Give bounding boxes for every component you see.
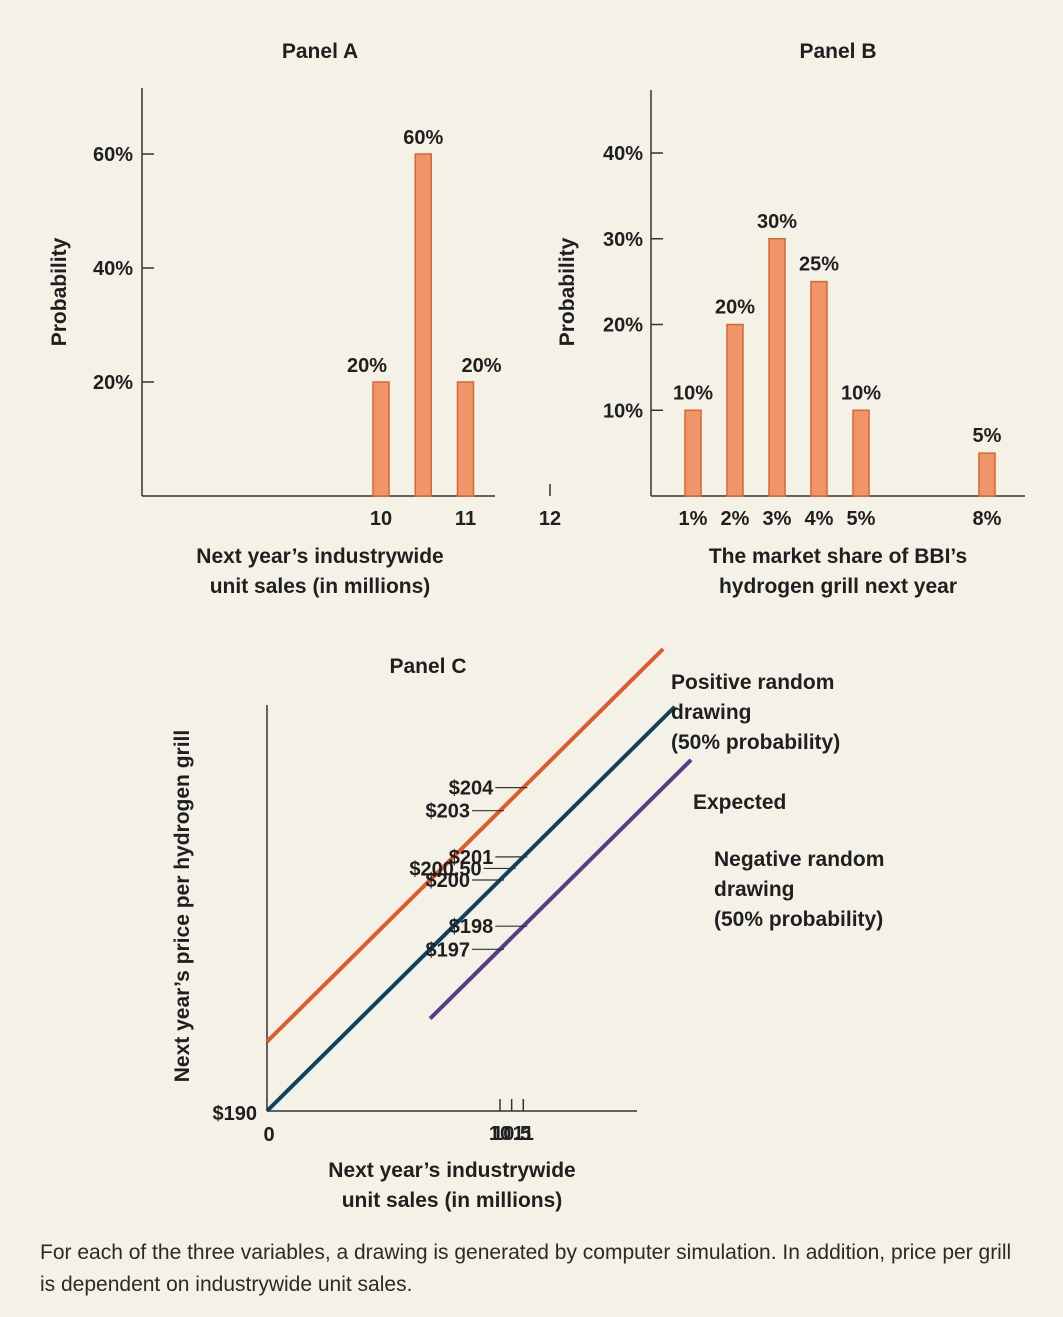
panel-c-price-label: $200.50 [409, 858, 481, 880]
panel-b-data-label: 5% [973, 425, 1002, 447]
panel-c-series-name: drawing [671, 701, 752, 724]
panel-b: Panel B 10% 20% 30% 40% 1% 2% 3% 4% 5% 8% 10% 20%… [556, 40, 1025, 598]
panel-b-y-tick-label: 20% [603, 315, 643, 337]
panel-b-bar [768, 238, 786, 497]
panel-c-series-name: Expected [693, 791, 786, 814]
panel-b-data-label: 25% [799, 254, 839, 276]
panel-c-series-line [265, 647, 665, 1044]
panel-a-y-tick-label: 60% [93, 144, 133, 166]
panel-a-x-axis-label-line-2: unit sales (in millions) [210, 575, 431, 598]
panel-c-origin-y-label: $190 [213, 1103, 258, 1125]
panel-a-x-tick-label: 10 [370, 508, 392, 530]
panel-b-x-tick-label: 2% [721, 508, 750, 530]
panel-c-price-label: $204 [449, 778, 494, 800]
panel-a-data-label: 20% [347, 355, 387, 377]
panel-b-bar [852, 409, 870, 497]
panel-c-price-label: $203 [426, 801, 471, 823]
panel-a-x-tick-label: 12 [539, 508, 561, 530]
panel-b-x-tick-label: 4% [805, 508, 834, 530]
panel-c-x-tick-label: 10 [489, 1123, 511, 1145]
panel-a-x-tick-label: 11 [455, 508, 476, 530]
panel-a-data-label: 60% [403, 127, 443, 149]
panel-b-data-label: 30% [757, 211, 797, 233]
figure-caption: For each of the three variables, a drawi… [40, 1241, 1012, 1296]
panel-b-x-axis-label-line-1: The market share of BBI’s [709, 545, 967, 568]
panel-b-x-axis-label-line-2: hydrogen grill next year [719, 575, 957, 598]
panel-a-y-axis-label: Probability [48, 237, 71, 346]
panel-c-series-line [265, 705, 677, 1113]
panel-b-x-tick-label: 8% [973, 508, 1002, 530]
panel-c-series-name: drawing [714, 878, 795, 901]
panel-b-x-tick-label: 3% [763, 508, 792, 530]
panel-b-bar [810, 280, 828, 497]
panel-b-bar [726, 323, 744, 497]
panel-b-data-label: 10% [673, 382, 713, 404]
panel-c-origin-x-label: 0 [263, 1124, 274, 1146]
panel-c-y-axis-label: Next year’s price per hydrogen grill [171, 730, 194, 1082]
panel-b-bar [684, 409, 702, 497]
panel-c-series-line [428, 758, 693, 1021]
panel-c-x-tick-label: 10.5 [492, 1123, 531, 1145]
panel-b-y-tick-label: 10% [603, 400, 643, 422]
panel-b-y-axis-label: Probability [556, 237, 579, 346]
panel-b-data-label: 20% [715, 297, 755, 319]
panel-b-x-tick-label: 5% [847, 508, 876, 530]
panel-b-data-label: 10% [841, 382, 881, 404]
panel-a-bar [372, 381, 390, 497]
panel-c-price-label: $198 [449, 916, 494, 938]
panel-b-x-tick-label: 1% [679, 508, 708, 530]
panel-b-y-tick-label: 40% [603, 143, 643, 165]
panel-c-series-name: Positive random [671, 671, 834, 694]
panel-b-bar [978, 452, 996, 497]
panel-a-x-axis-label-line-1: Next year’s industrywide [196, 545, 443, 568]
panel-a-bar [414, 153, 432, 497]
panel-a-data-label: 20% [461, 355, 501, 377]
panel-c-price-label: $201 [449, 847, 494, 869]
panel-a: Panel A 20% 40% 60% 10 11 12 20% 60% 20% Proba… [48, 40, 561, 598]
panel-c-price-label: $197 [426, 939, 471, 961]
panel-a-y-tick-label: 40% [93, 258, 133, 280]
panel-c-title: Panel C [389, 655, 466, 678]
panel-c-price-label: $200 [426, 870, 471, 892]
panel-b-y-tick-label: 30% [603, 229, 643, 251]
panel-a-title: Panel A [282, 40, 358, 63]
panel-b-title: Panel B [799, 40, 876, 63]
panel-a-y-tick-label: 20% [93, 372, 133, 394]
panel-c-x-axis-label-line-1: Next year’s industrywide [328, 1159, 575, 1182]
panel-c-series-name: Negative random [714, 848, 884, 871]
panel-c-x-axis-label-line-2: unit sales (in millions) [342, 1189, 563, 1212]
panel-c-series-name: (50% probability) [671, 731, 840, 754]
panel-c-series-name: (50% probability) [714, 908, 883, 931]
panel-a-bar [456, 381, 475, 497]
panel-c-x-tick-label: 11 [513, 1123, 534, 1145]
